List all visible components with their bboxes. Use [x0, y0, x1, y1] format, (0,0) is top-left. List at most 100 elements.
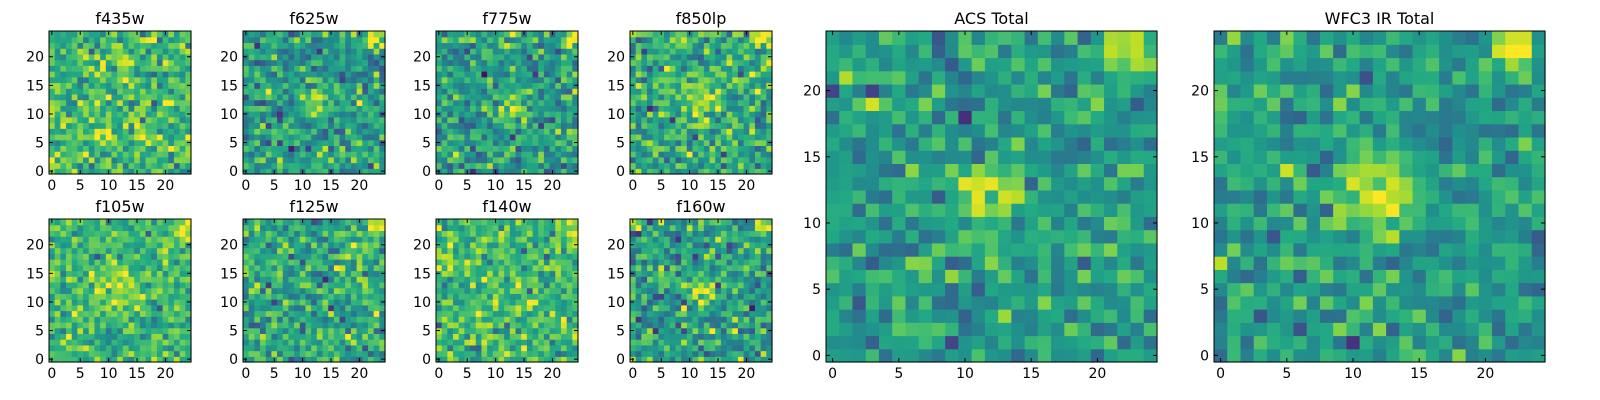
heatmap-cell: [720, 162, 728, 169]
heatmap-cell: [94, 151, 101, 158]
heatmap-cell: [54, 105, 61, 112]
heatmap-cell: [521, 53, 528, 61]
heatmap-cell: [560, 327, 568, 334]
heatmap-cell: [515, 111, 522, 118]
heatmap-cell: [543, 339, 551, 346]
heatmap-cell: [362, 82, 369, 89]
heatmap-cell: [447, 99, 454, 106]
heatmap-cell: [379, 71, 386, 78]
heatmap-cell: [162, 128, 169, 135]
heatmap-cell: [703, 356, 711, 363]
heatmap-cell: [703, 31, 711, 38]
heatmap-cell: [243, 93, 250, 101]
heatmap-cell: [373, 128, 380, 135]
heatmap-cell: [504, 116, 511, 124]
heatmap-cell: [339, 145, 346, 152]
heatmap-cell: [675, 151, 682, 158]
heatmap-cell: [88, 151, 96, 158]
heatmap-cell: [509, 253, 517, 260]
heatmap-cell: [487, 48, 494, 55]
heatmap-cell: [173, 230, 181, 237]
heatmap-cell: [265, 65, 272, 72]
heatmap-cell: [254, 253, 261, 260]
heatmap-cell: [277, 310, 284, 317]
heatmap-cell: [356, 65, 363, 72]
heatmap-cell: [509, 71, 517, 78]
heatmap-cell: [265, 42, 272, 49]
heatmap-cell: [282, 264, 290, 272]
heatmap-cell: [760, 71, 767, 78]
heatmap-cell: [333, 339, 341, 346]
heatmap-cell: [698, 339, 705, 346]
heatmap-cell: [669, 168, 677, 175]
heatmap-cell: [77, 247, 84, 254]
heatmap-cell: [572, 156, 579, 164]
heatmap-cell: [299, 128, 307, 135]
x-tick-label: 20: [544, 178, 562, 194]
heatmap-cell: [265, 99, 272, 106]
heatmap-cell: [686, 93, 694, 101]
heatmap-cell: [487, 230, 494, 237]
heatmap-cell: [345, 327, 352, 334]
heatmap-cell: [71, 82, 78, 89]
heatmap-cell: [134, 264, 141, 272]
heatmap-cell: [111, 139, 118, 146]
heatmap-cell: [362, 253, 369, 260]
heatmap-cell: [754, 36, 762, 44]
heatmap-cell: [498, 224, 505, 232]
heatmap-cell: [345, 133, 352, 141]
heatmap-cell: [151, 59, 158, 66]
heatmap-cell: [185, 333, 192, 340]
heatmap-cell: [139, 42, 147, 49]
heatmap-cell: [362, 264, 369, 272]
heatmap-cell: [179, 156, 186, 164]
heatmap-cell: [168, 224, 175, 232]
heatmap-cell: [549, 310, 556, 317]
heatmap-cell: [243, 71, 250, 78]
heatmap-cell: [698, 350, 705, 357]
heatmap-cell: [111, 162, 118, 169]
heatmap-cell: [260, 105, 267, 112]
heatmap-cell: [316, 281, 324, 289]
heatmap-cell: [481, 59, 488, 66]
heatmap-cell: [630, 88, 637, 95]
heatmap-cell: [560, 219, 568, 226]
heatmap-cell: [173, 236, 181, 243]
heatmap-cell: [66, 241, 73, 249]
heatmap-cell: [66, 310, 73, 317]
heatmap-cell: [322, 93, 329, 101]
y-tick-label: 0: [616, 164, 625, 180]
heatmap-cell: [367, 93, 375, 101]
heatmap-cell: [515, 304, 522, 312]
heatmap-cell: [333, 219, 341, 226]
heatmap-cell: [71, 339, 78, 346]
heatmap-cell: [504, 133, 511, 141]
heatmap-cell: [83, 88, 90, 95]
heatmap-cell: [288, 48, 295, 55]
heatmap-cell: [521, 241, 528, 249]
heatmap-cell: [316, 122, 324, 129]
heatmap-cell: [464, 287, 471, 294]
y-tick-label: 15: [220, 78, 238, 94]
heatmap-cell: [709, 88, 716, 95]
heatmap-cell: [282, 299, 290, 306]
heatmap-cell: [526, 333, 534, 340]
heatmap-cell: [367, 356, 375, 363]
heatmap-cell: [681, 53, 688, 61]
heatmap-cell: [134, 253, 141, 260]
heatmap-cell: [168, 76, 175, 84]
heatmap-cell: [71, 93, 78, 101]
heatmap-cell: [328, 304, 335, 312]
heatmap-cell: [282, 105, 290, 112]
heatmap-cell: [71, 299, 78, 306]
heatmap-cell: [436, 42, 443, 49]
heatmap-cell: [122, 219, 130, 226]
heatmap-cell: [509, 230, 517, 237]
heatmap-cell: [77, 133, 84, 141]
heatmap-cell: [294, 247, 301, 254]
heatmap-cell: [515, 133, 522, 141]
heatmap-cell: [111, 321, 118, 329]
heatmap-cell: [572, 293, 579, 300]
heatmap-cell: [173, 36, 181, 44]
heatmap-cell: [345, 145, 352, 152]
